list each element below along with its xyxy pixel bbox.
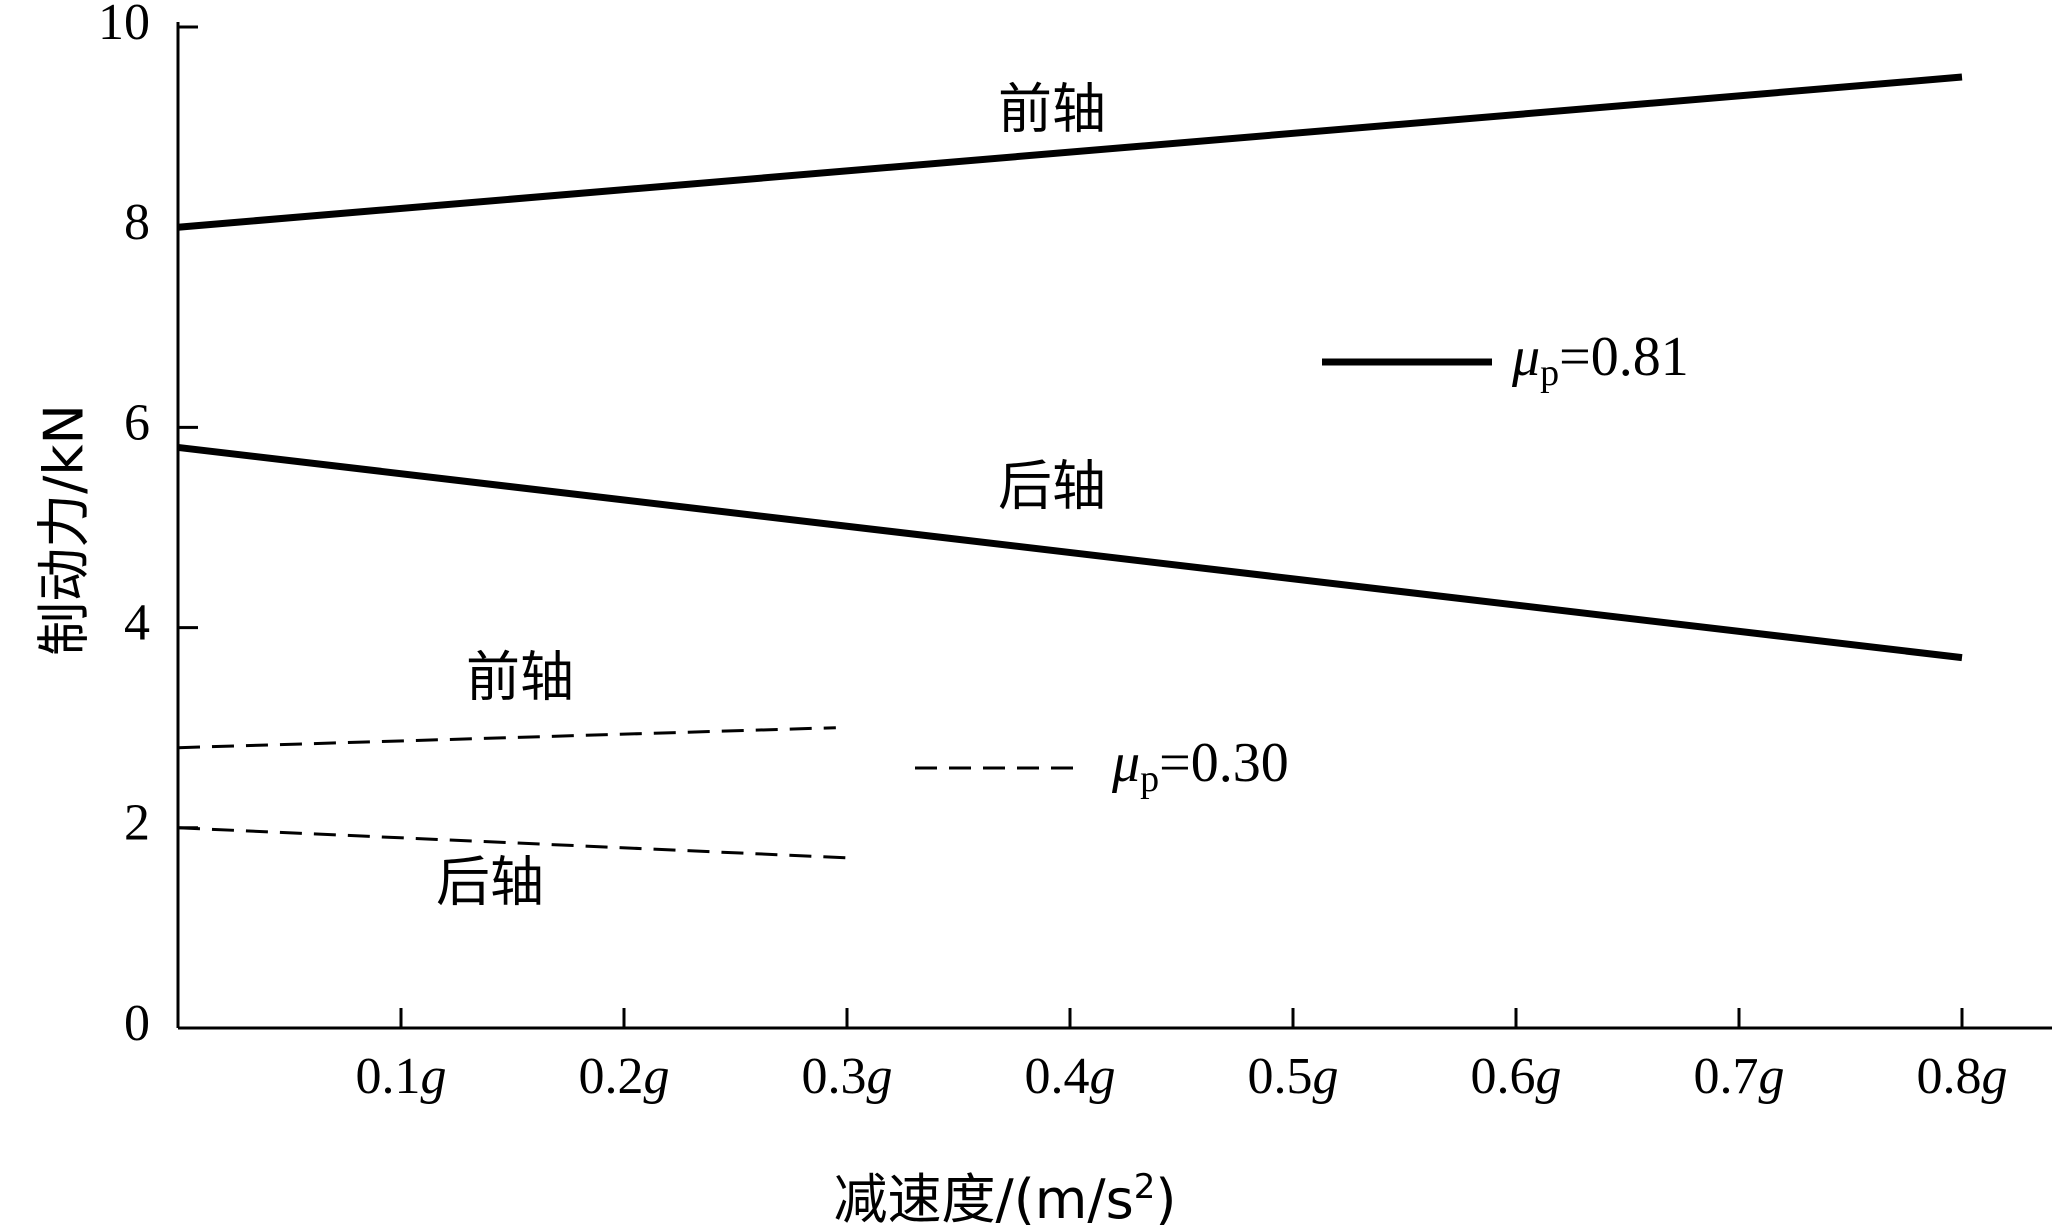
legend-value: =0.81: [1559, 326, 1689, 388]
x-tick-number: 0.3: [802, 1048, 867, 1105]
x-tick-number: 0.2: [579, 1048, 644, 1105]
annotation-label: 后轴: [436, 851, 544, 914]
annotation-label: 后轴: [998, 455, 1106, 518]
x-tick-label: 0.5g: [1248, 1048, 1339, 1105]
x-tick-number: 0.6: [1471, 1048, 1536, 1105]
y-tick-label: 0: [124, 995, 150, 1052]
annotation-label: 前轴: [466, 646, 574, 709]
x-tick-label: 0.2g: [579, 1048, 670, 1105]
x-tick-number: 0.7: [1694, 1048, 1759, 1105]
x-tick-number: 0.4: [1025, 1048, 1090, 1105]
legend-subscript: p: [1540, 352, 1559, 394]
legend-value: =0.30: [1159, 732, 1289, 794]
legend-symbol: μ: [1111, 732, 1140, 794]
series-line-dashed-front: [177, 726, 836, 750]
y-tick-label: 2: [124, 795, 150, 852]
x-tick-unit: g: [644, 1048, 670, 1105]
y-tick-label: 4: [124, 595, 150, 652]
y-axis-label: 制动力/kN: [33, 404, 96, 656]
x-tick-unit: g: [1982, 1048, 2008, 1105]
x-axis-label-sup: 2: [1134, 1167, 1156, 1207]
legend-symbol: μ: [1511, 326, 1540, 388]
series-line-solid-front: [177, 73, 1963, 231]
x-tick-unit: g: [1536, 1048, 1562, 1105]
x-tick-label: 0.6g: [1471, 1048, 1562, 1105]
x-tick-label: 0.8g: [1917, 1048, 2008, 1105]
series-line-solid-rear: [177, 443, 1963, 662]
x-tick-label: 0.7g: [1694, 1048, 1785, 1105]
x-tick-label: 0.1g: [356, 1048, 447, 1105]
series-line-dashed-rear: [177, 826, 848, 860]
x-tick-number: 0.8: [1917, 1048, 1982, 1105]
x-tick-label: 0.4g: [1025, 1048, 1116, 1105]
y-ticks: 0 2 4 6 8 10: [98, 0, 198, 1052]
x-axis-label: 减速度/(m/s2): [834, 1167, 1177, 1231]
x-tick-number: 0.5: [1248, 1048, 1313, 1105]
y-tick-label: 6: [124, 394, 150, 451]
x-tick-label: 0.3g: [802, 1048, 893, 1105]
x-axis-label-end: ): [1155, 1168, 1176, 1231]
x-tick-unit: g: [421, 1048, 447, 1105]
y-tick-label: 8: [124, 194, 150, 251]
x-tick-unit: g: [1759, 1048, 1785, 1105]
x-tick-unit: g: [1090, 1048, 1116, 1105]
y-tick-label: 10: [98, 0, 150, 51]
legend-label: μp=0.81: [1511, 326, 1689, 394]
x-ticks: 0.1g 0.2g 0.3g 0.4g 0.5g 0.6g 0.7g 0.8g: [356, 1008, 2008, 1105]
annotation-label: 前轴: [998, 78, 1106, 141]
x-tick-unit: g: [1313, 1048, 1339, 1105]
legend-label: μp=0.30: [1111, 732, 1289, 800]
x-axis-label-main: 减速度/(m/s: [834, 1168, 1134, 1231]
x-tick-number: 0.1: [356, 1048, 421, 1105]
x-tick-unit: g: [867, 1048, 893, 1105]
series-lines: [177, 73, 1963, 860]
legend-subscript: p: [1140, 758, 1159, 800]
